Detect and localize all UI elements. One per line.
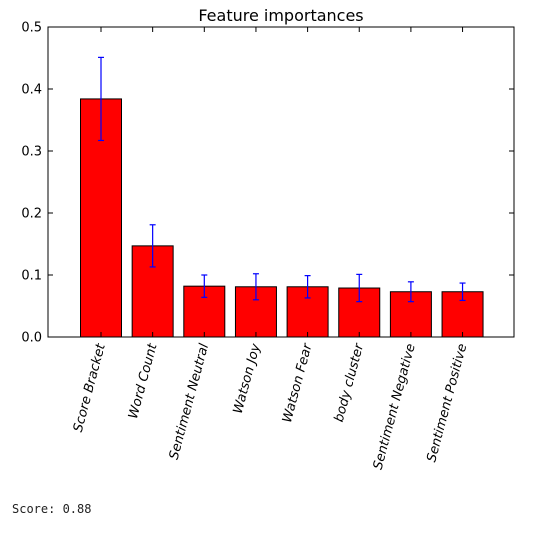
- error-bar-0: [98, 56, 104, 142]
- error-bar-4: [304, 275, 311, 299]
- x-tick-label-5: body cluster: [332, 341, 368, 424]
- chart-title: Feature importances: [198, 6, 363, 25]
- y-tick-label-2: 0.2: [21, 207, 42, 222]
- y-tick-label-0: 0.0: [21, 331, 42, 346]
- error-bar-7: [459, 282, 466, 302]
- x-tick-label-6: Sentiment Negative: [371, 342, 419, 471]
- error-bar-3: [252, 273, 259, 301]
- y-tick-label-5: 0.5: [21, 21, 42, 36]
- x-tick-label-0: Score Bracket: [71, 341, 109, 433]
- y-tick-label-4: 0.4: [21, 83, 42, 98]
- error-bar-5: [356, 273, 363, 303]
- y-tick-label-3: 0.3: [21, 145, 42, 160]
- error-bar-1: [149, 224, 156, 268]
- error-bar-2: [201, 274, 208, 298]
- x-tick-label-1: Word Count: [126, 341, 161, 420]
- x-axis: Score Bracket Word Count Sentiment Neutral…: [71, 27, 470, 471]
- y-tick-label-1: 0.1: [21, 269, 42, 284]
- score-text: Score: 0.88: [12, 502, 92, 516]
- x-tick-label-7: Sentiment Positive: [424, 342, 470, 464]
- x-tick-label-4: Watson Fear: [280, 341, 316, 425]
- y-axis: 0.0 0.1 0.2 0.3 0.4 0.5: [21, 21, 514, 346]
- bar-3: [234, 286, 277, 338]
- x-tick-label-3: Watson Joy: [231, 342, 264, 416]
- error-bar-6: [407, 281, 414, 303]
- error-bars-layer: [98, 56, 466, 303]
- plot-frame: [47, 26, 515, 338]
- bars-layer: [80, 98, 484, 338]
- x-tick-label-2: Sentiment Neutral: [167, 342, 212, 462]
